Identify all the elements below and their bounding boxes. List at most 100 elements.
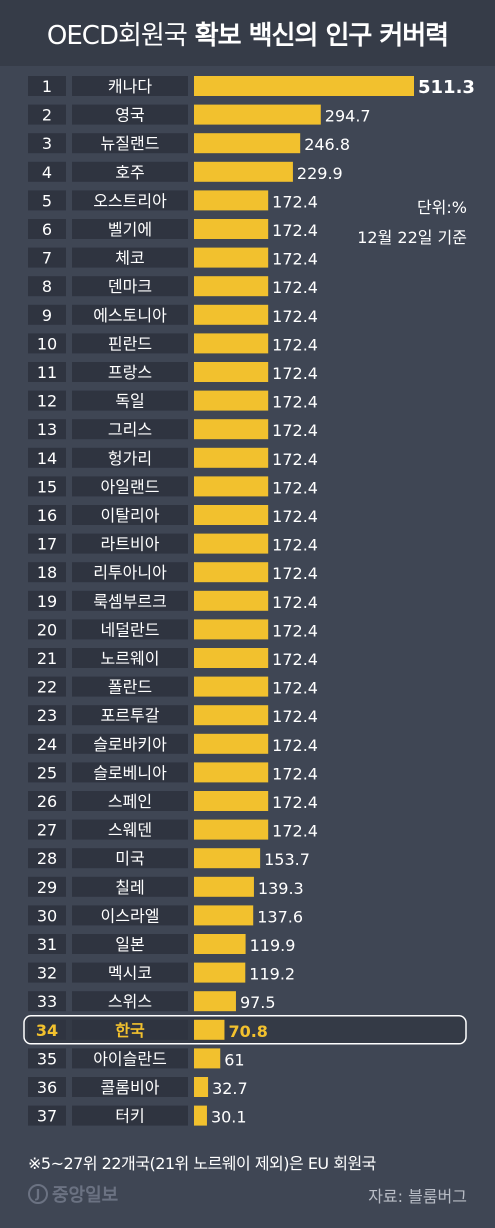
country-cell — [72, 104, 188, 125]
country-cell — [72, 161, 188, 182]
country-label: 캐나다 — [108, 77, 152, 96]
country-cell — [72, 476, 188, 497]
value-label: 172.4 — [272, 221, 318, 240]
rank-cell — [28, 562, 66, 583]
country-label: 아일랜드 — [101, 477, 160, 496]
rank-cell — [28, 733, 66, 754]
rank-label: 8 — [42, 277, 52, 296]
country-label: 콜롬비아 — [101, 1078, 160, 1097]
rank-cell — [28, 219, 66, 239]
rank-label: 2 — [42, 106, 52, 125]
rank-cell — [28, 104, 66, 125]
bar — [194, 276, 269, 297]
country-cell — [72, 1019, 188, 1040]
rank-label: 6 — [42, 220, 52, 239]
bar — [194, 619, 269, 640]
value-label: 172.4 — [272, 822, 318, 841]
bar — [194, 991, 236, 1012]
country-cell — [72, 934, 188, 954]
rank-label: 34 — [36, 1021, 58, 1040]
value-label: 172.4 — [272, 364, 318, 383]
bar — [194, 362, 269, 382]
rank-cell — [28, 934, 66, 954]
rank-cell — [28, 304, 66, 325]
country-label: 체코 — [115, 249, 144, 268]
chart-title: OECD회원국 확보 백신의 인구 커버력 — [0, 0, 495, 66]
country-cell — [72, 562, 188, 583]
bar — [194, 791, 269, 811]
value-label: 70.8 — [228, 1022, 267, 1041]
bar — [194, 648, 269, 668]
country-cell — [72, 1048, 188, 1069]
rank-cell — [28, 705, 66, 726]
rank-cell — [28, 247, 66, 268]
rank-cell — [28, 1019, 66, 1040]
value-label: 172.4 — [272, 250, 318, 269]
rank-label: 21 — [37, 649, 57, 668]
country-cell — [72, 1077, 188, 1097]
country-label: 슬로바키아 — [93, 735, 167, 754]
rank-cell — [28, 962, 66, 983]
value-label: 61 — [224, 1050, 244, 1069]
rank-label: 9 — [42, 306, 52, 325]
rank-label: 15 — [37, 477, 57, 496]
rank-cell — [28, 476, 66, 497]
bar — [194, 419, 269, 440]
value-label: 172.4 — [272, 393, 318, 412]
value-label: 139.3 — [258, 879, 304, 898]
country-label: 스페인 — [108, 792, 152, 811]
country-label: 아이슬란드 — [93, 1049, 167, 1068]
value-label: 172.4 — [272, 192, 318, 211]
country-label: 이탈리아 — [101, 506, 160, 525]
bar — [194, 1077, 209, 1097]
country-label: 리투아니아 — [93, 563, 167, 582]
country-label: 룩셈부르크 — [93, 592, 167, 611]
rank-cell — [28, 333, 66, 354]
country-label: 오스트리아 — [93, 191, 167, 210]
country-label: 노르웨이 — [101, 649, 160, 668]
footnote: ※5~27위 22개국(21위 노르웨이 제외)은 EU 회원국 — [28, 1154, 376, 1173]
rank-cell — [28, 819, 66, 840]
bar — [194, 247, 269, 268]
rank-label: 37 — [37, 1107, 57, 1126]
bar — [194, 705, 269, 726]
bar — [194, 133, 301, 154]
rank-label: 10 — [37, 334, 57, 353]
country-label: 그리스 — [108, 420, 152, 439]
country-cell — [72, 390, 188, 411]
bar — [194, 104, 321, 125]
country-cell — [72, 648, 188, 668]
bar — [194, 533, 269, 554]
title-regular: OECD회원국 — [46, 20, 188, 51]
rank-label: 5 — [42, 191, 52, 210]
country-cell — [72, 819, 188, 840]
bar — [194, 505, 269, 525]
value-label: 172.4 — [272, 478, 318, 497]
value-label: 172.4 — [272, 564, 318, 583]
rank-cell — [28, 533, 66, 554]
bar — [194, 676, 269, 697]
rank-cell — [28, 619, 66, 640]
bar — [194, 1105, 207, 1126]
value-label: 172.4 — [272, 793, 318, 812]
rank-cell — [28, 419, 66, 440]
bar — [194, 905, 254, 926]
rank-label: 16 — [37, 506, 57, 525]
logo-mark-icon: J — [28, 1184, 48, 1204]
country-label: 스위스 — [108, 992, 152, 1011]
rank-label: 25 — [37, 763, 57, 782]
rank-label: 27 — [37, 821, 57, 840]
value-label: 172.4 — [272, 621, 318, 640]
rank-cell — [28, 905, 66, 926]
rank-label: 22 — [37, 678, 57, 697]
bar — [194, 733, 269, 754]
country-label: 스웨덴 — [108, 821, 152, 840]
country-cell — [72, 76, 188, 96]
value-label: 172.4 — [272, 278, 318, 297]
country-label: 한국 — [115, 1021, 145, 1040]
value-label: 172.4 — [272, 679, 318, 698]
bar — [194, 819, 269, 840]
rank-label: 29 — [37, 878, 57, 897]
rank-cell — [28, 590, 66, 611]
value-label: 97.5 — [240, 993, 276, 1012]
